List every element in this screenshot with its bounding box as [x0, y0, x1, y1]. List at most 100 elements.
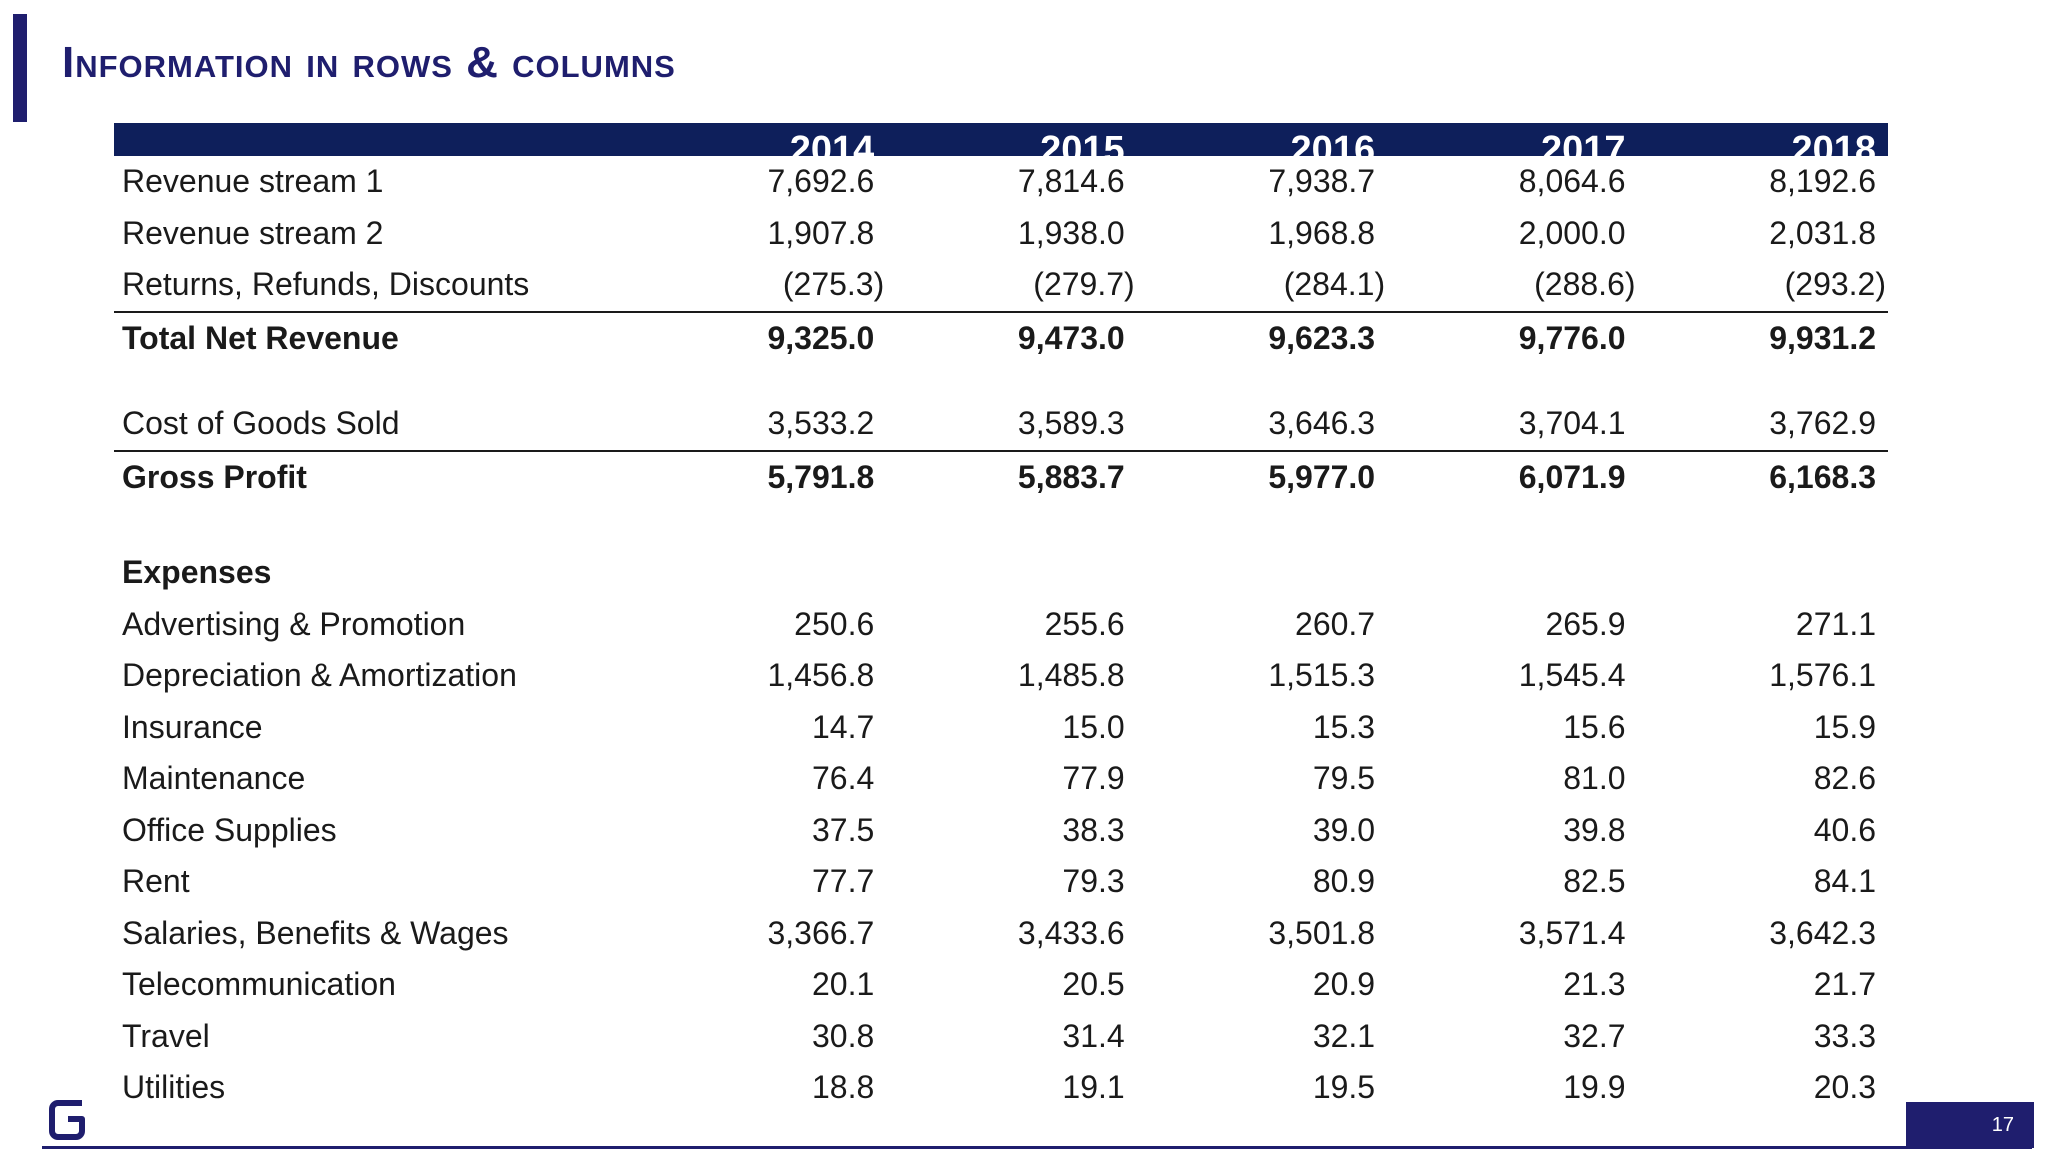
cell-value: 9,623.3 [1136, 310, 1388, 364]
table-row: Maintenance 76.4 77.9 79.5 81.0 82.6 [114, 753, 1888, 805]
cell-value: 79.3 [1062, 863, 1125, 900]
cell-value: (275.3) [782, 266, 885, 303]
spacer-row [114, 503, 1888, 547]
table-row: Utilities 18.8 19.1 19.5 19.9 20.3 [114, 1062, 1888, 1114]
spacer-row [114, 364, 1888, 398]
cell-value: 9,325.0 [635, 310, 887, 364]
cell-value: 1,576.1 [1769, 657, 1876, 694]
row-label: Returns, Refunds, Discounts [122, 266, 530, 303]
cell-value: 3,533.2 [767, 405, 875, 442]
cell-value: 3,704.1 [1518, 405, 1626, 442]
cell-value: 15.0 [1062, 708, 1125, 745]
spacer-cell [114, 364, 1888, 398]
cell-value: 39.8 [1563, 811, 1626, 848]
cell-value: 9,931.2 [1637, 310, 1888, 364]
cell-value: 38.3 [1062, 811, 1125, 848]
row-label: Insurance [122, 708, 263, 745]
cell-value: 3,642.3 [1769, 914, 1876, 951]
cell-value: 271.1 [1795, 605, 1876, 642]
cell-value: 31.4 [1062, 1017, 1125, 1054]
cell-value: 20.3 [1813, 1069, 1876, 1106]
footer-divider [42, 1146, 2032, 1149]
cell-value: 15.3 [1312, 708, 1376, 745]
cell-value: 84.1 [1813, 863, 1876, 900]
cell-value: 30.8 [811, 1017, 875, 1054]
cell-value: 260.7 [1295, 605, 1376, 642]
cell-value: 19.1 [1062, 1069, 1125, 1106]
cell-value: 2,000.0 [1518, 214, 1626, 251]
cell-value: 6,168.3 [1637, 449, 1888, 503]
page-number-badge: 17 [1906, 1102, 2034, 1148]
header-year-2018: 2018 [1637, 123, 1888, 156]
cell-value: 32.7 [1563, 1017, 1626, 1054]
row-label: Revenue stream 1 [122, 163, 384, 200]
cell-value: 77.9 [1062, 760, 1125, 797]
cell-value: 7,938.7 [1268, 163, 1376, 200]
header-year-2017: 2017 [1387, 123, 1638, 156]
table-row: Salaries, Benefits & Wages 3,366.7 3,433… [114, 908, 1888, 960]
cell-value: 81.0 [1563, 760, 1626, 797]
table-row: Revenue stream 2 1,907.8 1,938.0 1,968.8… [114, 208, 1888, 260]
cell-value: 3,646.3 [1268, 405, 1376, 442]
table-header-row: 2014 2015 2016 2017 2018 [114, 123, 1888, 156]
cell-value: 3,501.8 [1268, 914, 1376, 951]
table-row: Telecommunication 20.1 20.5 20.9 21.3 21… [114, 959, 1888, 1011]
cell-value: 3,433.6 [1017, 914, 1125, 951]
cell-value: 2,031.8 [1769, 214, 1876, 251]
row-label: Cost of Goods Sold [122, 405, 400, 442]
cell-value: 5,977.0 [1136, 449, 1388, 503]
table-row: Cost of Goods Sold 3,533.2 3,589.3 3,646… [114, 398, 1888, 451]
cell-value: 19.5 [1312, 1069, 1376, 1106]
cell-value: 14.7 [811, 708, 875, 745]
cell-value: 40.6 [1813, 811, 1876, 848]
cell-value: (293.2) [1784, 266, 1886, 303]
cell-value: 21.3 [1563, 966, 1626, 1003]
cell-value: 7,814.6 [1017, 163, 1125, 200]
cell-value: 1,456.8 [767, 657, 875, 694]
header-label-cell [114, 123, 636, 156]
cell-value: 20.5 [1062, 966, 1125, 1003]
spacer-cell [114, 503, 1888, 547]
table-row: Returns, Refunds, Discounts (275.3) (279… [114, 259, 1888, 312]
cell-value: (284.1) [1283, 266, 1386, 303]
section-heading-row: Expenses [114, 547, 1888, 599]
cell-value: 18.8 [811, 1069, 875, 1106]
cell-value: (288.6) [1534, 266, 1636, 303]
cell-value: 7,692.6 [767, 163, 875, 200]
cell-value: 265.9 [1545, 605, 1626, 642]
row-label: Rent [122, 863, 190, 900]
table-row: Rent 77.7 79.3 80.9 82.5 84.1 [114, 856, 1888, 908]
cell-value: 15.6 [1563, 708, 1626, 745]
cell-value: 39.0 [1312, 811, 1376, 848]
row-label: Telecommunication [122, 966, 396, 1003]
financial-table: 2014 2015 2016 2017 2018 Revenue stream … [114, 123, 1888, 1114]
cell-value: 1,938.0 [1017, 214, 1125, 251]
cell-value: 19.9 [1563, 1069, 1626, 1106]
cell-value: 255.6 [1044, 605, 1125, 642]
cell-value: 1,545.4 [1518, 657, 1626, 694]
section-heading-expenses: Expenses [122, 554, 272, 591]
cell-value: 3,762.9 [1769, 405, 1876, 442]
table-row-gross-profit: Gross Profit 5,791.8 5,883.7 5,977.0 6,0… [114, 449, 1888, 503]
row-label: Salaries, Benefits & Wages [122, 914, 509, 951]
cell-value: 1,968.8 [1268, 214, 1376, 251]
row-label: Advertising & Promotion [122, 605, 466, 642]
cell-value: 15.9 [1813, 708, 1876, 745]
cell-value: 3,589.3 [1017, 405, 1125, 442]
cell-value: 3,571.4 [1518, 914, 1626, 951]
cell-value: 5,791.8 [635, 449, 887, 503]
cell-value: 21.7 [1813, 966, 1876, 1003]
table-row: Depreciation & Amortization 1,456.8 1,48… [114, 650, 1888, 702]
cell-value: 1,907.8 [767, 214, 875, 251]
row-label: Travel [122, 1017, 210, 1054]
g-logo-icon [49, 1100, 85, 1140]
cell-value: 82.6 [1813, 760, 1876, 797]
cell-value: 79.5 [1312, 760, 1376, 797]
row-label: Depreciation & Amortization [122, 657, 517, 694]
title-accent-bar [13, 14, 27, 122]
cell-value: 20.9 [1312, 966, 1376, 1003]
cell-value: 82.5 [1563, 863, 1626, 900]
section-heading-filler [636, 547, 1888, 599]
row-label: Office Supplies [122, 811, 337, 848]
table-row: Travel 30.8 31.4 32.1 32.7 33.3 [114, 1011, 1888, 1063]
